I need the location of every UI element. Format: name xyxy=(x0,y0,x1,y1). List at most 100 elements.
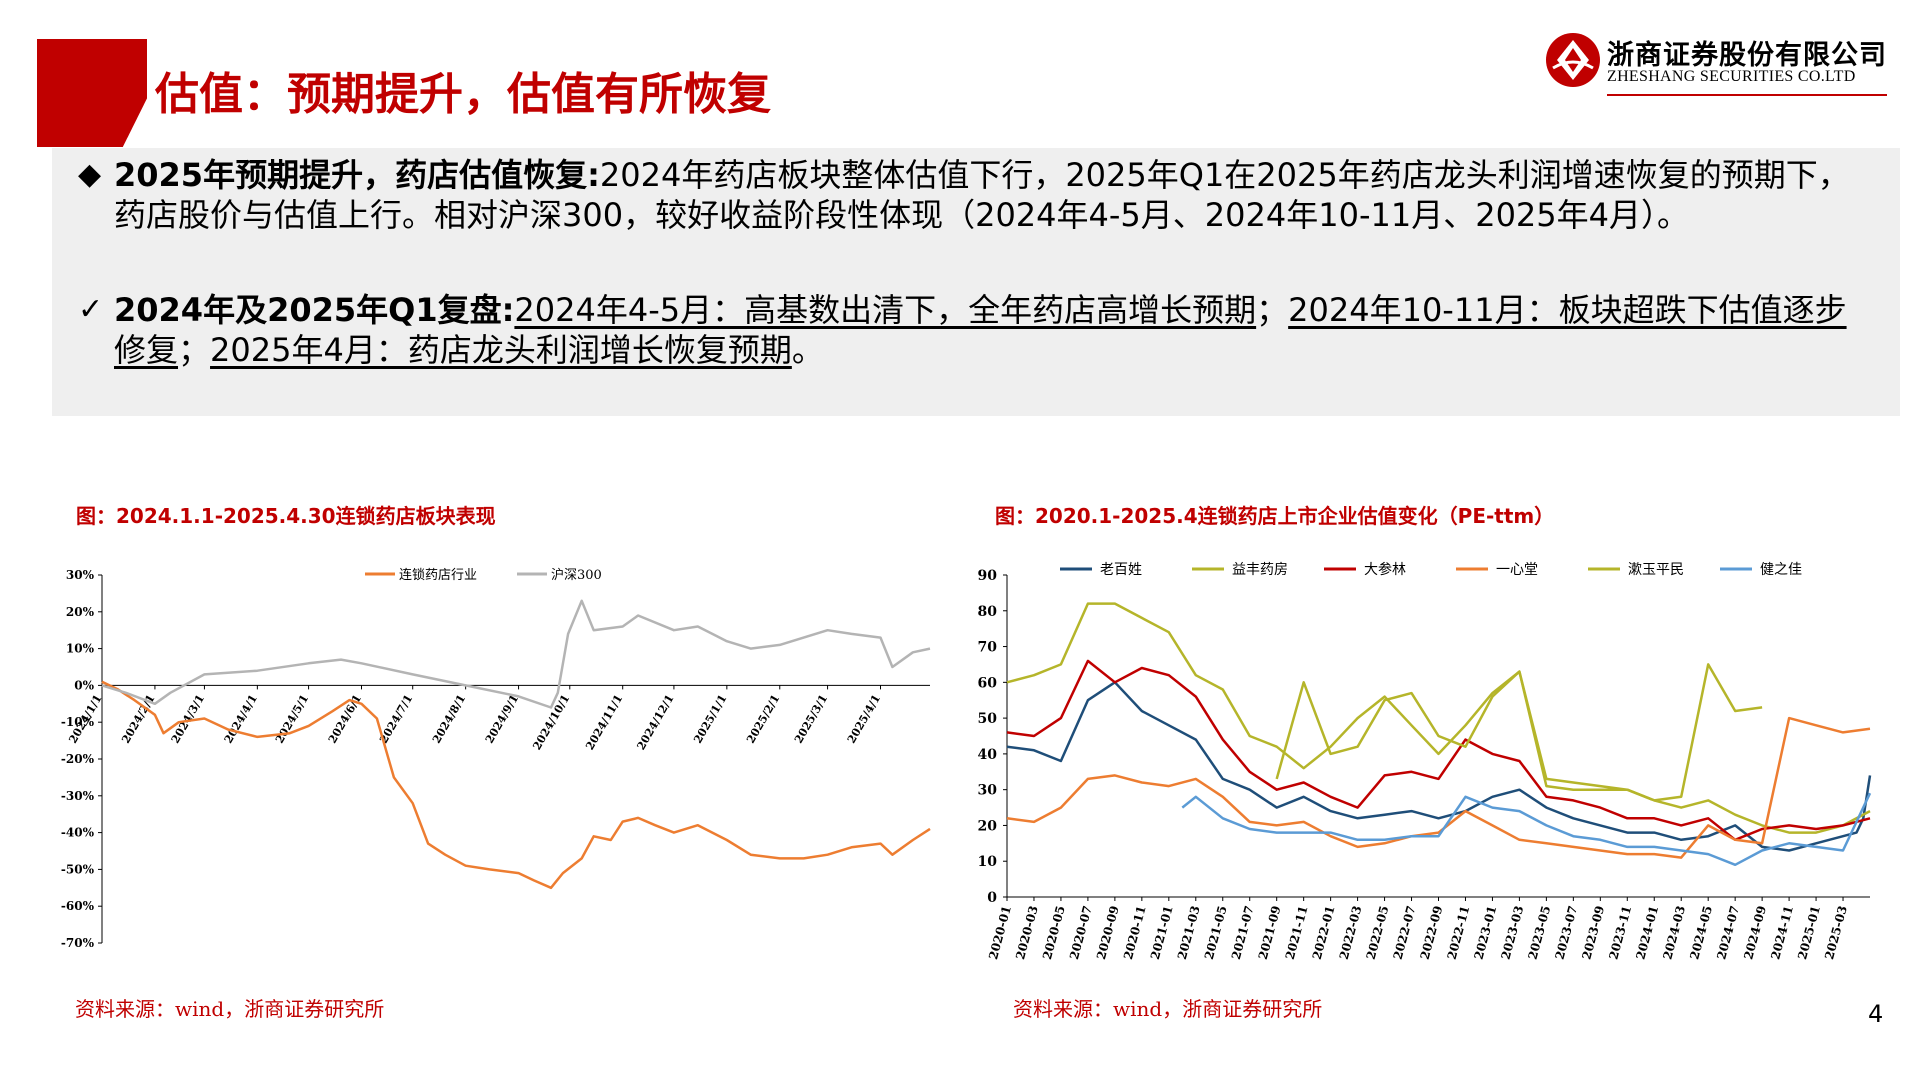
chart2-y-tick-label: 0 xyxy=(987,890,997,906)
chart2-x-tick-label: 2020-01 xyxy=(986,904,1014,961)
chart2-legend-label: 大参林 xyxy=(1364,561,1406,578)
chart1-y-tick-label: -60% xyxy=(61,899,95,913)
chart2-x-tick-label: 2021-09 xyxy=(1256,904,1284,961)
chart2-x-tick-label: 2020-07 xyxy=(1067,904,1095,961)
bullet-1-heading: 2025年预期提升，药店估值恢复: xyxy=(114,156,600,194)
chart2-series-line-3 xyxy=(1006,659,1871,842)
chart2-y-tick-label: 60 xyxy=(978,675,998,691)
chart2-x-tick-label: 2021-05 xyxy=(1202,904,1230,961)
chart2-legend-label: 益丰药房 xyxy=(1232,562,1288,578)
chart2-x-tick-label: 2020-03 xyxy=(1013,904,1041,961)
chart2-x-tick-label: 2022-03 xyxy=(1337,904,1365,961)
chart2-x-tick-label: 2023-07 xyxy=(1552,904,1580,961)
chart2-x-tick-label: 2023-05 xyxy=(1525,904,1553,961)
sector-performance-chart: 30% 20% 10% 0% -10% -20% -30% -40% -50% -60% -70% 2… xyxy=(61,567,931,950)
company-logo: 浙商证券股份有限公司 ZHESHANG SECURITIES CO.LTD xyxy=(1545,30,1890,96)
chart1-x-tick-label: 2025/2/1 xyxy=(744,692,782,745)
chart1-series-line-2 xyxy=(101,599,931,709)
chart2-series-line-1 xyxy=(1006,681,1872,852)
chart1-y-tick-label: 10% xyxy=(66,642,95,656)
bullet-2-heading: 2024年及2025年Q1复盘: xyxy=(114,291,515,329)
chart2-legend-label: 老百姓 xyxy=(1100,562,1142,578)
chart1-x-tick-label: 2024/11/1 xyxy=(583,692,625,752)
chart2-series-line-2 xyxy=(1006,602,1871,834)
chart2-x-tick-label: 2022-05 xyxy=(1364,904,1392,961)
bullet-1-text: 2024年药店板块整体估值下行，2025年Q1在2025年药店龙头利润增速恢复的… xyxy=(114,156,1850,234)
chart2-series-line-5 xyxy=(1275,663,1763,802)
chart1-y-tick-label: 20% xyxy=(66,605,95,619)
bullet-2-text-b: 2024年10-11月：板块超跌下估值逐步修复 xyxy=(114,291,1847,369)
chart2-x-tick-label: 2022-09 xyxy=(1418,904,1446,961)
chart2-y-tick-label: 70 xyxy=(978,640,998,656)
chart2-x-tick-label: 2022-11 xyxy=(1445,904,1473,961)
chart1-x-tick-label: 2025/4/1 xyxy=(845,692,883,745)
logo-english-name: ZHESHANG SECURITIES CO.LTD xyxy=(1607,68,1856,85)
chart2-x-tick-label: 2023-01 xyxy=(1472,904,1500,961)
chart2-x-tick-label: 2024-09 xyxy=(1741,904,1769,961)
page-number: 4 xyxy=(1868,1000,1884,1028)
chart2-x-tick-label: 2022-07 xyxy=(1391,904,1419,961)
chart2-y-tick-label: 90 xyxy=(978,568,998,584)
chart2-x-tick-label: 2023-09 xyxy=(1579,904,1607,961)
chart2-caption: 图：2020.1-2025.4连锁药店上市企业估值变化（PE-ttm） xyxy=(995,504,1555,528)
diamond-bullet-icon: ◆ xyxy=(78,157,102,192)
chart2-x-tick-label: 2021-07 xyxy=(1229,904,1257,961)
chart1-y-tick-label: -30% xyxy=(61,789,95,803)
bullet-1: ◆ 2025年预期提升，药店估值恢复:2024年药店板块整体估值下行，2025年… xyxy=(78,155,1878,235)
chart1-y-tick-label: 30% xyxy=(66,568,95,582)
chart2-x-tick-label: 2024-01 xyxy=(1633,904,1661,961)
chart1-y-tick-label: -50% xyxy=(61,862,95,876)
chart1-x-tick-label: 2024/5/1 xyxy=(273,692,311,745)
chart1-y-tick-label: -40% xyxy=(61,826,95,840)
chart2-x-tick-label: 2025-01 xyxy=(1795,904,1823,961)
chart1-series-line-1 xyxy=(101,680,931,890)
chart1-y-tick-label: -10% xyxy=(61,715,95,729)
chart2-legend-label: 健之佳 xyxy=(1760,562,1802,578)
chart2-x-tick-label: 2021-03 xyxy=(1175,904,1203,961)
chart1-source: 资料来源：wind，浙商证券研究所 xyxy=(75,997,385,1021)
chart2-series-line-4 xyxy=(1006,716,1871,859)
chart1-x-tick-label: 2024/6/1 xyxy=(326,692,364,745)
logo-chinese-name: 浙商证券股份有限公司 xyxy=(1607,40,1887,71)
chart2-x-tick-label: 2025-03 xyxy=(1822,904,1850,961)
bullet-2-sep2: ； xyxy=(178,331,211,369)
chart1-x-tick-label: 2024/12/1 xyxy=(634,692,676,752)
chart2-legend-label: 一心堂 xyxy=(1496,562,1538,578)
pe-ttm-chart: 0 10 20 30 40 50 60 70 80 90 2020-01 2020-03 2020-05… xyxy=(978,561,1872,961)
chart1-x-tick-label: 2024/9/1 xyxy=(483,692,521,745)
chart1-legend-label: 沪深300 xyxy=(551,567,602,583)
chart1-y-tick-label: -20% xyxy=(61,752,95,766)
chart2-x-tick-label: 2024-03 xyxy=(1660,904,1688,961)
chart2-x-tick-label: 2020-05 xyxy=(1040,904,1068,961)
header-red-block xyxy=(37,39,147,147)
bullet-2: ✓ 2024年及2025年Q1复盘:2024年4-5月：高基数出清下，全年药店高… xyxy=(78,290,1878,370)
chart2-x-tick-label: 2021-11 xyxy=(1283,904,1311,961)
chart2-x-tick-label: 2024-11 xyxy=(1768,904,1796,961)
chart1-x-tick-label: 2024/4/1 xyxy=(222,692,260,745)
chart1-y-tick-label: -70% xyxy=(61,936,95,950)
checkmark-bullet-icon: ✓ xyxy=(78,292,104,327)
logo-underline xyxy=(1607,94,1887,96)
chart2-y-tick-label: 20 xyxy=(978,818,998,834)
chart2-x-tick-label: 2021-01 xyxy=(1148,904,1176,961)
page-title: 估值：预期提升，估值有所恢复 xyxy=(155,69,771,120)
summary-panel xyxy=(52,148,1900,416)
chart2-y-tick-label: 50 xyxy=(978,711,998,727)
bullet-2-sep1: ； xyxy=(1256,291,1289,329)
chart2-y-tick-label: 10 xyxy=(978,854,998,870)
chart1-x-tick-label: 2024/8/1 xyxy=(430,692,468,745)
chart2-legend-label: 漱玉平民 xyxy=(1628,562,1684,578)
chart2-x-tick-label: 2024-07 xyxy=(1714,904,1742,961)
chart2-x-tick-label: 2024-05 xyxy=(1687,904,1715,961)
chart2-x-tick-label: 2020-09 xyxy=(1094,904,1122,961)
chart2-x-tick-label: 2023-11 xyxy=(1606,904,1634,961)
chart1-x-tick-label: 2025/3/1 xyxy=(792,692,830,745)
chart2-series-line-6 xyxy=(1181,792,1872,867)
chart1-x-tick-label: 2025/1/1 xyxy=(691,692,729,745)
bullet-2-text-a: 2024年4-5月：高基数出清下，全年药店高增长预期 xyxy=(514,291,1257,329)
chart1-legend-label: 连锁药店行业 xyxy=(399,567,477,583)
chart1-y-tick-label: 0% xyxy=(74,678,94,692)
chart2-source: 资料来源：wind，浙商证券研究所 xyxy=(1013,997,1323,1021)
chart2-x-tick-label: 2023-03 xyxy=(1499,904,1527,961)
zheshang-logo-icon xyxy=(1546,33,1600,87)
